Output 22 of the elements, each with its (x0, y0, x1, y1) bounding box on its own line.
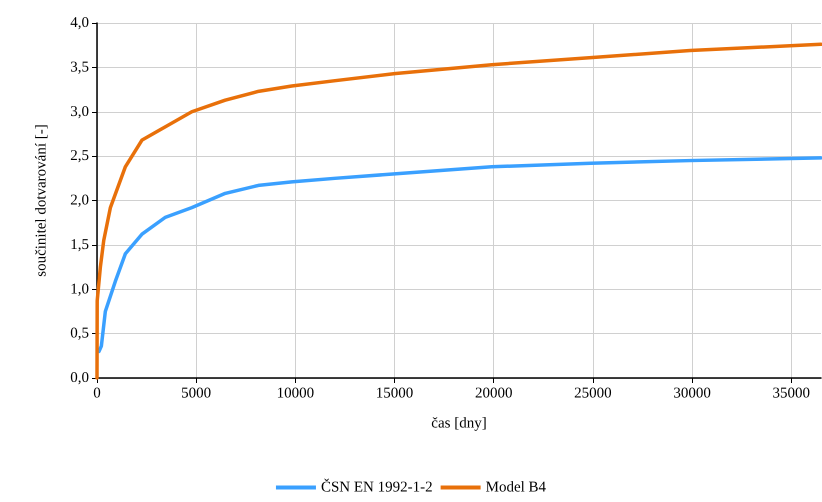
x-tick-label: 15000 (376, 386, 414, 402)
legend-label: Model B4 (486, 480, 547, 496)
x-tick-label: 20000 (474, 386, 512, 402)
x-tick-label: 5000 (181, 386, 212, 402)
line-series (97, 156, 822, 354)
x-tick-label: 30000 (673, 386, 711, 402)
y-tick-label: 2,5 (70, 148, 89, 164)
legend-label: ČSN EN 1992-1-2 (320, 478, 433, 496)
y-tick-label: 1,5 (70, 236, 89, 253)
y-tick-label: 2,0 (70, 192, 89, 208)
x-tick-label: 10000 (276, 386, 314, 402)
y-tick-label: 0,0 (70, 370, 89, 386)
y-tick-label: 0,5 (70, 326, 89, 342)
x-tick-label: 25000 (574, 386, 612, 402)
y-tick-label: 4,0 (70, 15, 89, 31)
x-tick-label: 35000 (772, 386, 810, 402)
y-tick-label: 3,0 (70, 104, 89, 120)
y-tick-label: 1,0 (70, 281, 89, 298)
y-axis-title: součinitel dotvarování [-] (34, 124, 50, 277)
y-tick-label: 3,5 (70, 59, 89, 76)
x-tick-label: 0 (93, 386, 101, 402)
x-axis-title: čas [dny] (431, 416, 487, 432)
